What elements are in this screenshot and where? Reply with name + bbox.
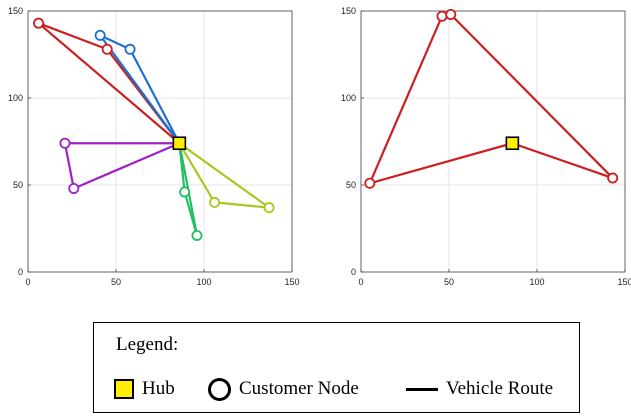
customer-node-point	[191, 229, 203, 241]
hub-point	[505, 136, 520, 151]
x-tick-label: 50	[111, 277, 121, 287]
y-tick-label: 150	[8, 6, 23, 16]
route-line-icon	[406, 387, 438, 391]
customer-node-point	[94, 29, 106, 41]
legend-item-hub: Hub	[114, 374, 175, 404]
y-tick-label: 100	[341, 93, 356, 103]
vehicle-route-line	[178, 142, 271, 209]
customer-node-point	[68, 182, 80, 194]
customer-node-point	[436, 10, 448, 22]
x-tick-label: 0	[25, 277, 30, 287]
legend-hub-label: Hub	[142, 378, 175, 399]
vehicle-route-line	[37, 22, 181, 145]
x-tick-label: 100	[529, 277, 544, 287]
y-tick-label: 0	[18, 267, 23, 277]
axes-frame	[360, 10, 626, 273]
hub-marker-icon	[114, 379, 134, 399]
legend-node-label: Customer Node	[239, 378, 359, 399]
customer-node-point	[263, 202, 275, 214]
legend-title: Legend:	[116, 334, 179, 355]
customer-node-point	[364, 177, 376, 189]
vehicle-route-line	[63, 142, 180, 190]
hub-point	[172, 136, 187, 151]
legend-item-vehicle-route: Vehicle Route	[406, 374, 553, 404]
figure-canvas: 0 50 100 150 0 50 100 150 0 50 100 150 0 50 100 150	[8, 6, 631, 287]
y-tick-label: 50	[346, 180, 356, 190]
x-tick-label: 100	[196, 277, 211, 287]
axes-frame	[27, 10, 293, 273]
customer-node-point	[445, 8, 457, 20]
customer-node-point	[33, 17, 45, 29]
legend: Legend: Hub Customer Node Vehicle Route	[93, 322, 580, 413]
customer-node-point	[59, 137, 71, 149]
x-tick-label: 150	[284, 277, 299, 287]
customer-node-point	[101, 43, 113, 55]
vehicle-route-line	[368, 13, 614, 185]
customer-node-point	[209, 196, 221, 208]
y-tick-label: 100	[8, 93, 23, 103]
x-tick-label: 150	[617, 277, 631, 287]
vehicle-route-line	[99, 34, 181, 144]
y-tick-label: 0	[351, 267, 356, 277]
customer-node-point	[179, 186, 191, 198]
x-tick-label: 50	[444, 277, 454, 287]
y-tick-label: 50	[13, 180, 23, 190]
y-tick-label: 150	[341, 6, 356, 16]
customer-node-point	[607, 172, 619, 184]
x-tick-label: 0	[358, 277, 363, 287]
legend-route-label: Vehicle Route	[446, 378, 554, 399]
legend-item-customer-node: Customer Node	[208, 374, 359, 404]
legend-row: Hub Customer Node Vehicle Route	[94, 374, 579, 404]
customer-node-point	[124, 43, 136, 55]
customer-node-marker-icon	[208, 377, 231, 401]
route-panel-1: 0 50 100 150 0 50 100 150	[8, 6, 300, 287]
route-panel-2: 0 50 100 150 0 50 100 150	[341, 6, 631, 287]
